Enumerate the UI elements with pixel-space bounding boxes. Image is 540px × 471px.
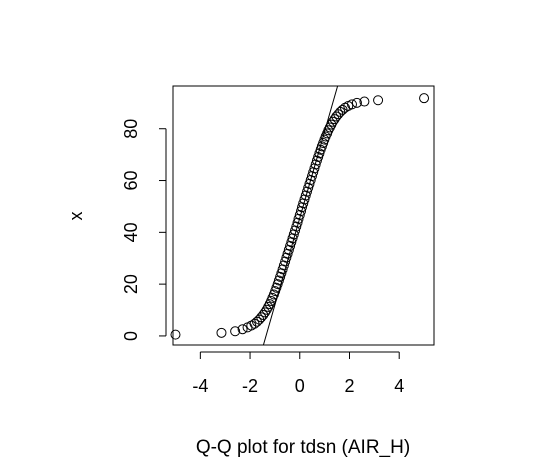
data-point xyxy=(292,217,303,228)
x-axis-label: Q-Q plot for tdsn (AIR_H) xyxy=(196,437,410,458)
plot-marks xyxy=(170,86,430,345)
y-tick-label: 40 xyxy=(121,222,141,242)
y-axis-label: x xyxy=(66,212,86,221)
data-point xyxy=(359,96,370,107)
data-point xyxy=(310,159,321,170)
data-point xyxy=(263,301,274,312)
data-point xyxy=(419,93,430,104)
data-point xyxy=(216,327,227,338)
data-point xyxy=(304,178,315,189)
y-tick-label: 20 xyxy=(121,274,141,294)
data-point xyxy=(326,119,337,130)
data-point xyxy=(280,256,291,267)
data-point xyxy=(291,221,302,232)
data-point xyxy=(373,95,384,106)
data-point xyxy=(286,237,297,248)
data-point xyxy=(323,125,334,136)
data-point xyxy=(309,163,320,174)
data-point xyxy=(294,209,305,220)
reference-line xyxy=(262,86,339,345)
data-point xyxy=(300,190,311,201)
y-tick-label: 80 xyxy=(121,119,141,139)
data-point xyxy=(337,104,348,115)
data-point xyxy=(282,248,293,259)
data-point xyxy=(258,309,269,320)
data-point xyxy=(261,304,272,315)
data-point xyxy=(277,264,288,275)
data-point xyxy=(287,233,298,244)
data-point xyxy=(278,260,289,271)
x-tick-label: -2 xyxy=(242,376,258,396)
data-point xyxy=(305,175,316,186)
x-tick-label: -4 xyxy=(192,376,208,396)
x-tick-label: 4 xyxy=(394,376,404,396)
x-tick-label: 2 xyxy=(344,376,354,396)
data-point xyxy=(340,102,351,113)
y-tick-label: 60 xyxy=(121,171,141,191)
data-point xyxy=(246,320,257,331)
data-point xyxy=(324,122,335,133)
data-point xyxy=(230,326,241,337)
data-point xyxy=(296,206,307,217)
data-point xyxy=(288,229,299,240)
data-point xyxy=(290,225,301,236)
data-point xyxy=(293,213,304,224)
plot-frame xyxy=(172,85,435,346)
data-point xyxy=(346,99,357,110)
data-point xyxy=(301,186,312,197)
y-tick-label: 0 xyxy=(121,331,141,341)
data-point xyxy=(281,252,292,263)
data-point xyxy=(298,198,309,209)
data-point xyxy=(259,307,270,318)
data-point xyxy=(299,194,310,205)
data-point xyxy=(297,202,308,213)
data-point xyxy=(303,182,314,193)
data-point xyxy=(276,268,287,279)
data-point xyxy=(285,241,296,252)
data-point xyxy=(237,324,248,335)
data-point xyxy=(327,116,338,127)
data-point xyxy=(306,171,317,182)
data-point xyxy=(283,244,294,255)
data-point xyxy=(308,167,319,178)
data-point xyxy=(351,97,362,108)
data-point xyxy=(170,329,181,340)
x-tick-label: 0 xyxy=(295,376,305,396)
